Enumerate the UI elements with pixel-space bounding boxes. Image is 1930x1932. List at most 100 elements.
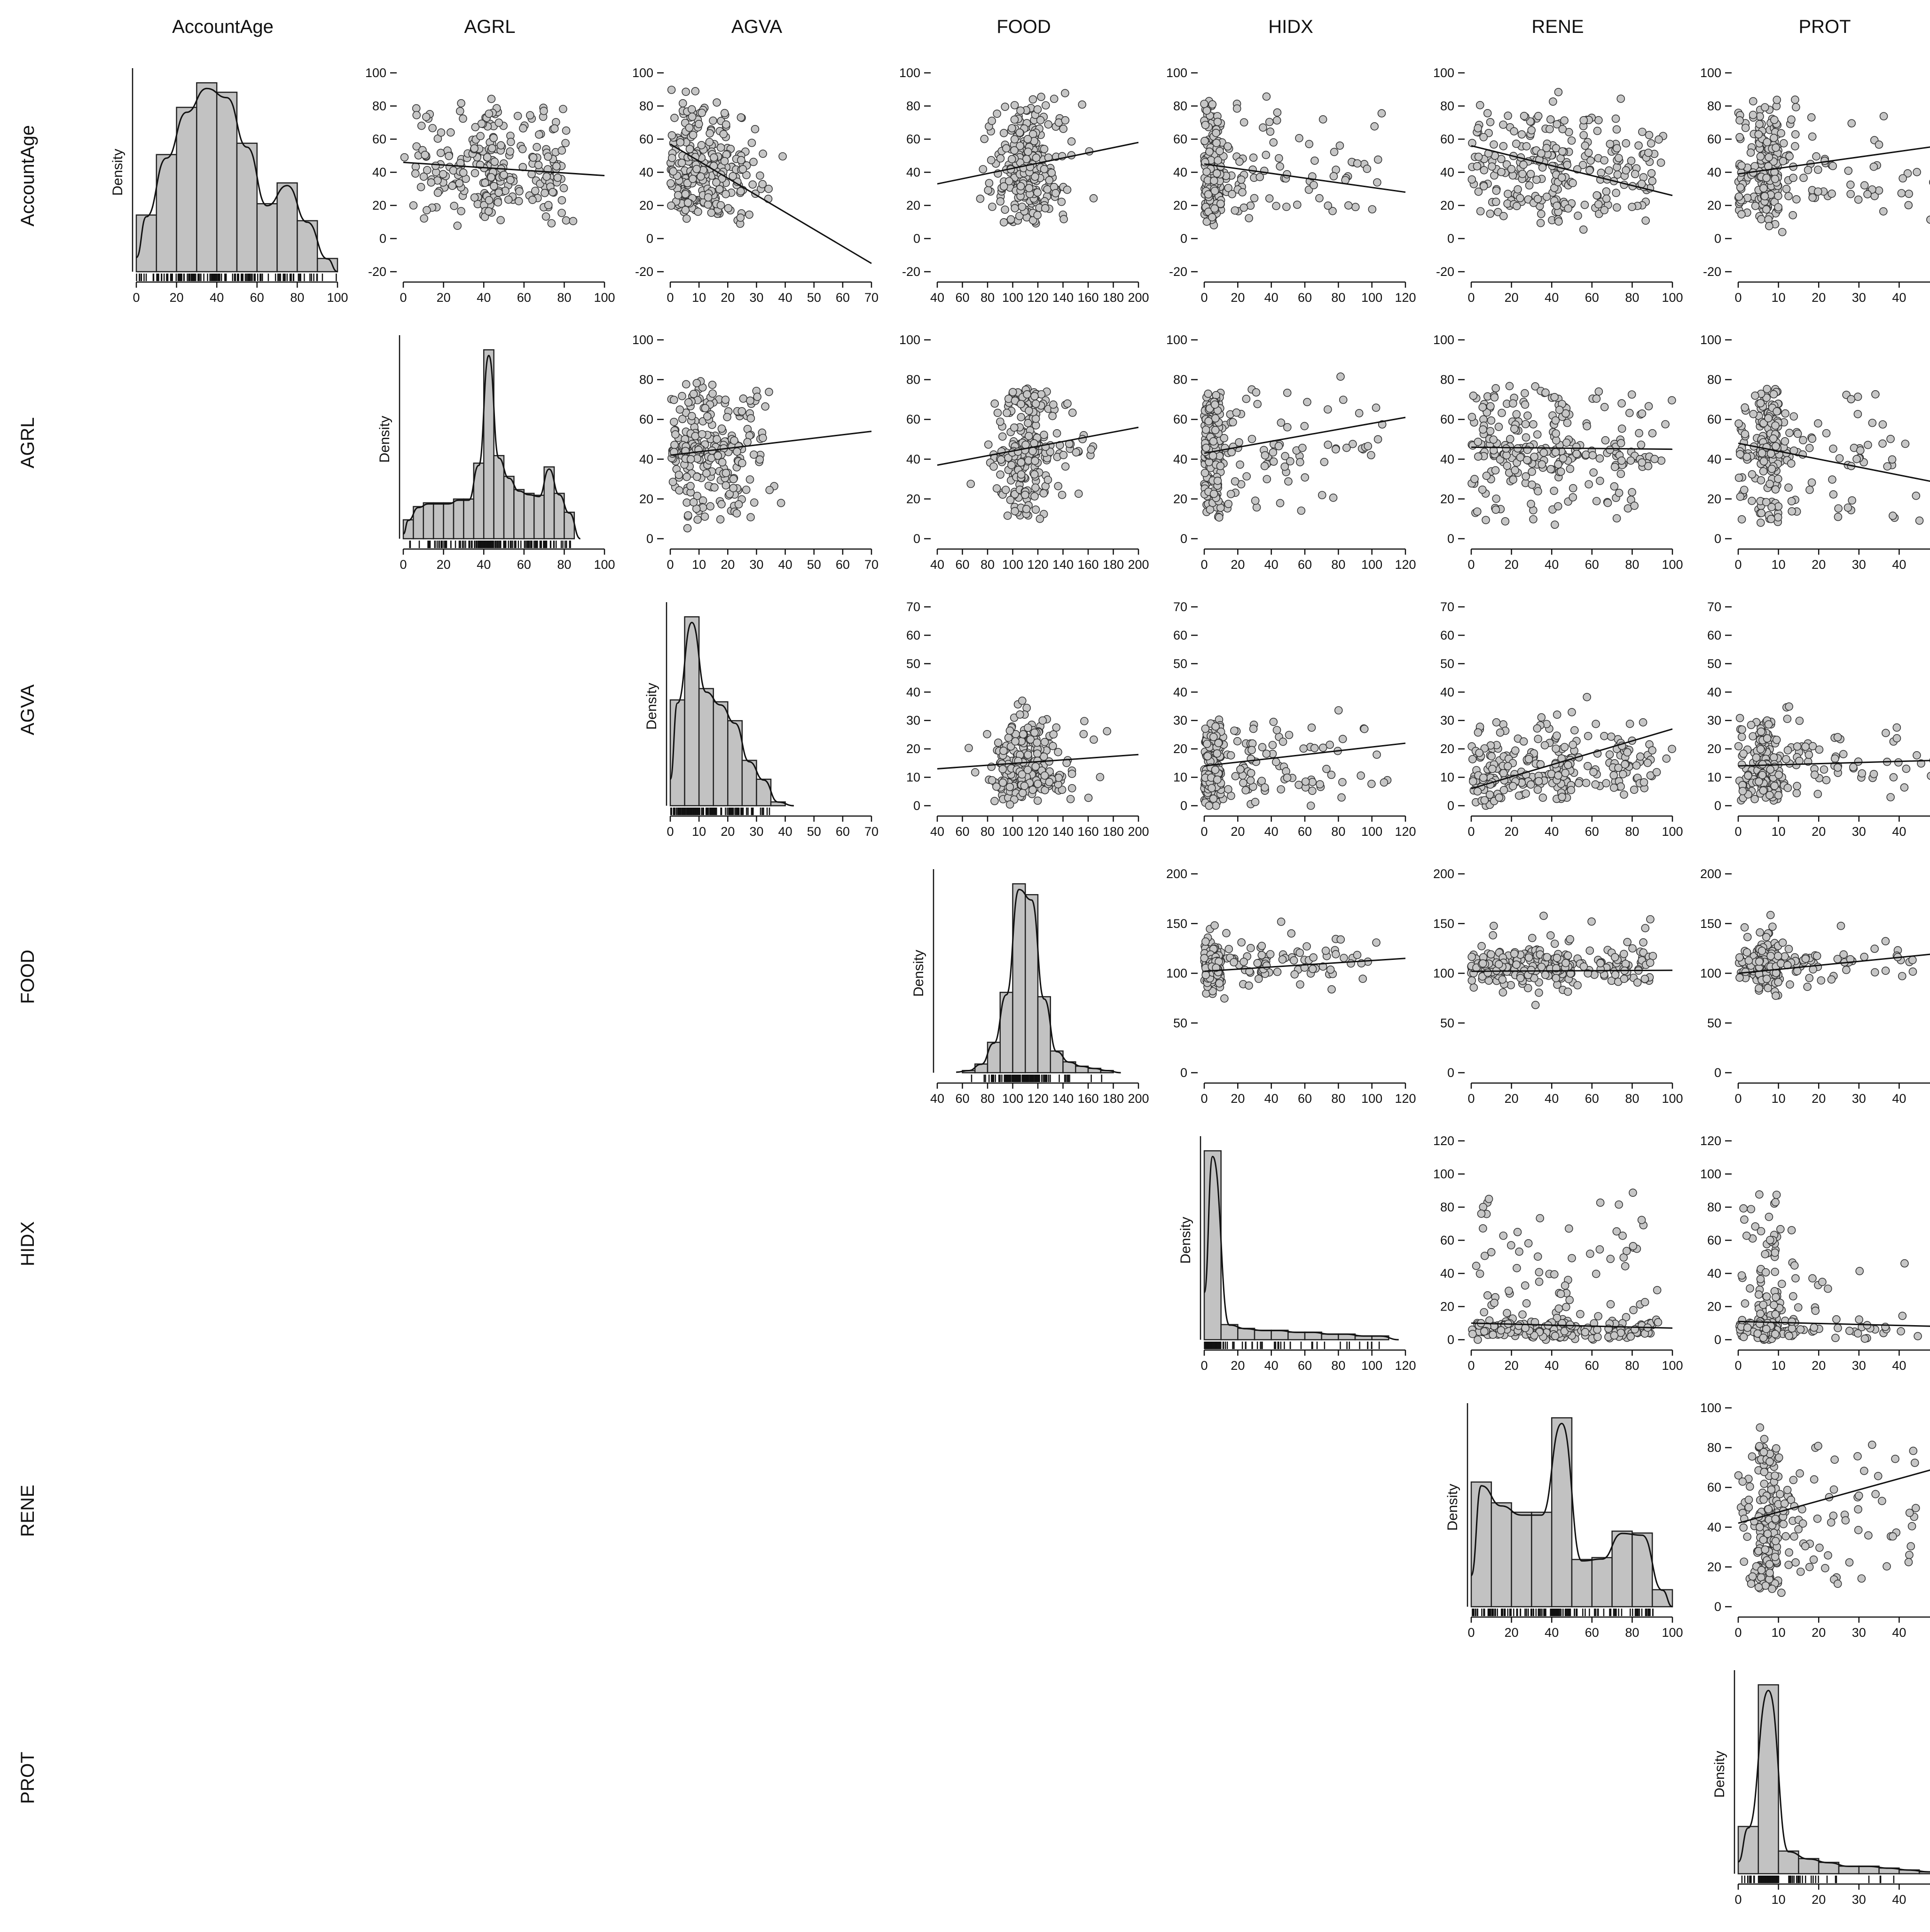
data-point (686, 455, 695, 463)
data-point (1003, 408, 1011, 417)
data-point (1018, 696, 1027, 705)
data-point (1520, 111, 1529, 120)
data-point (721, 395, 730, 404)
x-tick-label: 40 (1892, 1893, 1906, 1907)
data-point (1205, 147, 1214, 156)
data-point (1487, 416, 1496, 425)
data-point (1580, 201, 1589, 209)
data-point (1763, 138, 1772, 147)
data-point (1280, 462, 1289, 471)
data-point (980, 134, 989, 143)
data-point (689, 131, 698, 139)
data-point (1566, 464, 1575, 473)
data-point (1224, 184, 1233, 192)
data-point (994, 738, 1003, 747)
histogram-agva: 0 10 20 30 40 50 60 70 Density (644, 602, 879, 839)
data-point (708, 380, 717, 389)
data-point (988, 117, 996, 125)
data-point (1512, 140, 1521, 148)
regression-line (1738, 146, 1930, 175)
y-tick-label: 20 (1440, 492, 1454, 506)
data-point (1550, 393, 1559, 401)
data-point (1518, 170, 1527, 178)
data-point (1915, 516, 1924, 525)
data-point (706, 129, 714, 138)
data-point (459, 168, 468, 177)
data-point (513, 111, 522, 120)
data-point (670, 395, 678, 404)
x-tick-label: 20 (721, 558, 735, 572)
data-point (529, 153, 538, 162)
data-point (494, 118, 503, 127)
data-point (1007, 461, 1016, 470)
data-point (1853, 410, 1862, 418)
histogram-bar (196, 82, 218, 273)
data-point (667, 201, 675, 210)
data-point (1308, 778, 1317, 786)
x-tick-label: 60 (1298, 1359, 1312, 1373)
data-point (1517, 130, 1526, 139)
data-point (1606, 140, 1615, 149)
y-tick-label: 0 (913, 799, 920, 813)
data-point (1626, 456, 1635, 465)
y-tick-label: 40 (1173, 452, 1187, 466)
data-point (1306, 801, 1315, 810)
x-tick-label: 80 (981, 825, 995, 839)
data-point (559, 105, 567, 113)
data-point (683, 511, 692, 520)
x-tick-label: 160 (1077, 291, 1098, 305)
data-point (1507, 165, 1516, 173)
density-curve (956, 888, 1121, 1074)
data-point (1212, 129, 1220, 137)
data-point (1301, 777, 1310, 786)
data-point (1585, 166, 1594, 175)
x-tick-label: 40 (1264, 825, 1279, 839)
data-point (1789, 173, 1797, 182)
data-point (1787, 497, 1796, 506)
data-point (1204, 389, 1212, 398)
data-point (1844, 166, 1853, 175)
data-point (722, 469, 730, 478)
data-point (1052, 723, 1061, 732)
data-point (1835, 454, 1844, 463)
x-tick-label: 100 (1002, 558, 1023, 572)
data-point (470, 144, 479, 153)
data-point (1773, 95, 1781, 104)
data-point (1769, 434, 1778, 443)
data-point (412, 111, 421, 119)
data-point (1853, 393, 1862, 401)
y-tick-label: 80 (372, 99, 386, 113)
data-point (1735, 116, 1744, 125)
x-tick-label: 30 (1852, 291, 1866, 305)
data-point (1008, 124, 1016, 133)
data-point (1342, 443, 1351, 452)
data-point (1252, 388, 1261, 397)
data-point (1467, 175, 1476, 184)
data-point (1047, 168, 1056, 177)
x-tick-label: 10 (692, 558, 706, 572)
y-tick-label: -20 (902, 265, 920, 279)
data-point (1216, 147, 1224, 156)
data-point (682, 87, 690, 96)
data-point (1031, 173, 1039, 181)
x-tick-label: 40 (1264, 1359, 1279, 1373)
x-tick-label: 0 (1200, 825, 1208, 839)
data-point (1504, 111, 1512, 120)
x-tick-label: 40 (778, 291, 792, 305)
data-point (1058, 491, 1067, 499)
data-point (1074, 489, 1083, 498)
data-point (674, 191, 683, 200)
data-point (1532, 175, 1541, 184)
data-point (1586, 156, 1595, 165)
data-point (557, 209, 566, 217)
data-point (1016, 710, 1024, 719)
y-tick-label: 20 (1707, 492, 1721, 506)
data-point (743, 438, 752, 447)
data-point (1546, 115, 1555, 124)
data-point (737, 156, 745, 165)
data-point (1615, 488, 1624, 497)
y-tick-label: 20 (906, 198, 920, 212)
histogram-bar (493, 455, 505, 540)
data-point (1757, 509, 1765, 518)
x-tick-label: 20 (437, 558, 451, 572)
